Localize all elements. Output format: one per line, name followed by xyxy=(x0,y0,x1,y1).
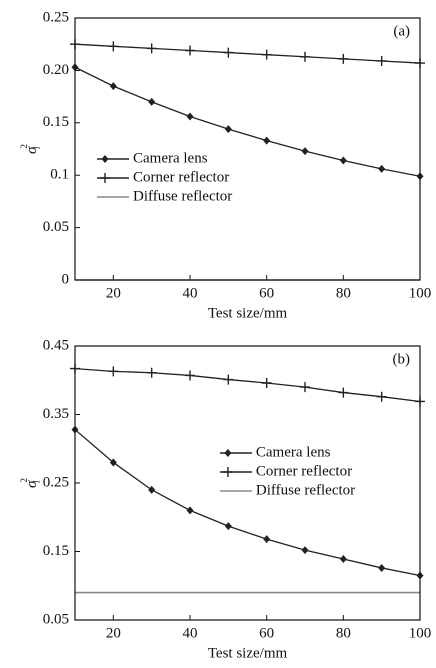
x-tick-label: 60 xyxy=(259,285,274,301)
marker xyxy=(224,449,232,457)
y-tick-label: 0.45 xyxy=(43,337,69,353)
marker xyxy=(263,136,271,145)
y-tick-label: 0.15 xyxy=(43,543,69,559)
series-line xyxy=(75,429,420,577)
y-tick-label: 0.05 xyxy=(43,611,69,627)
marker xyxy=(186,506,194,515)
y-axis-label: σ2 l xyxy=(19,478,42,488)
marker xyxy=(301,546,309,555)
y-label-symbol: σ xyxy=(24,480,40,488)
y-tick-label: 0.25 xyxy=(43,474,69,490)
marker xyxy=(300,382,310,393)
plot-frame xyxy=(74,17,421,281)
y-tick-label: 0.25 xyxy=(43,9,69,25)
marker xyxy=(339,555,347,564)
marker xyxy=(185,45,195,56)
legend-label: Corner reflector xyxy=(133,169,229,185)
x-axis-label: Test size/mm xyxy=(208,645,288,661)
x-tick-label: 100 xyxy=(409,285,432,301)
marker xyxy=(223,374,234,385)
marker xyxy=(263,535,271,544)
marker xyxy=(338,387,349,398)
marker xyxy=(378,563,386,572)
marker xyxy=(108,366,119,377)
y-tick-label: 0.1 xyxy=(50,167,69,183)
marker xyxy=(146,367,157,378)
marker xyxy=(378,164,386,173)
y-label-subscript: l xyxy=(32,146,42,149)
legend-label: Diffuse reflector xyxy=(256,482,355,498)
plot-frame xyxy=(74,345,421,621)
marker xyxy=(109,458,117,467)
y-tick-label: 0 xyxy=(62,271,70,287)
series-line xyxy=(75,367,420,403)
panel-label: (b) xyxy=(393,351,411,367)
marker xyxy=(148,485,156,494)
y-label-symbol: σ xyxy=(24,146,40,154)
marker xyxy=(376,55,387,66)
x-tick-label: 60 xyxy=(259,625,274,641)
y-label-subscript: l xyxy=(32,480,42,483)
marker xyxy=(148,97,156,106)
marker xyxy=(222,467,233,477)
legend-label: Diffuse reflector xyxy=(133,188,232,204)
marker xyxy=(261,377,272,388)
x-axis-label: Test size/mm xyxy=(208,305,288,321)
x-tick-label: 80 xyxy=(336,625,351,641)
x-tick-label: 20 xyxy=(106,625,121,641)
x-tick-label: 80 xyxy=(336,285,351,301)
y-label-superscript: 2 xyxy=(19,478,29,483)
legend-label: Camera lens xyxy=(133,150,208,166)
panel-label: (a) xyxy=(393,23,410,39)
y-tick-label: 0.15 xyxy=(43,114,69,130)
x-tick-label: 40 xyxy=(183,625,198,641)
marker xyxy=(186,112,194,121)
y-axis-label: σ2 l xyxy=(19,144,42,154)
legend-label: Corner reflector xyxy=(256,463,352,479)
marker xyxy=(100,173,110,183)
legend-label: Camera lens xyxy=(256,444,331,460)
marker xyxy=(185,370,195,381)
marker xyxy=(224,125,232,134)
x-tick-label: 40 xyxy=(183,285,198,301)
marker xyxy=(146,43,157,54)
y-tick-label: 0.05 xyxy=(43,219,69,235)
marker xyxy=(301,147,309,156)
marker xyxy=(300,51,310,62)
x-tick-label: 100 xyxy=(409,625,432,641)
series-line xyxy=(75,66,420,177)
marker xyxy=(339,156,347,165)
y-tick-label: 0.20 xyxy=(43,62,69,78)
marker xyxy=(101,155,109,163)
marker xyxy=(261,49,272,60)
marker xyxy=(109,82,117,91)
x-tick-label: 20 xyxy=(106,285,121,301)
marker xyxy=(376,391,387,402)
y-label-superscript: 2 xyxy=(19,144,29,149)
series-line xyxy=(75,43,420,64)
marker xyxy=(224,522,232,531)
marker xyxy=(338,53,349,64)
marker xyxy=(108,41,119,52)
marker xyxy=(223,47,234,58)
y-tick-label: 0.35 xyxy=(43,406,69,422)
